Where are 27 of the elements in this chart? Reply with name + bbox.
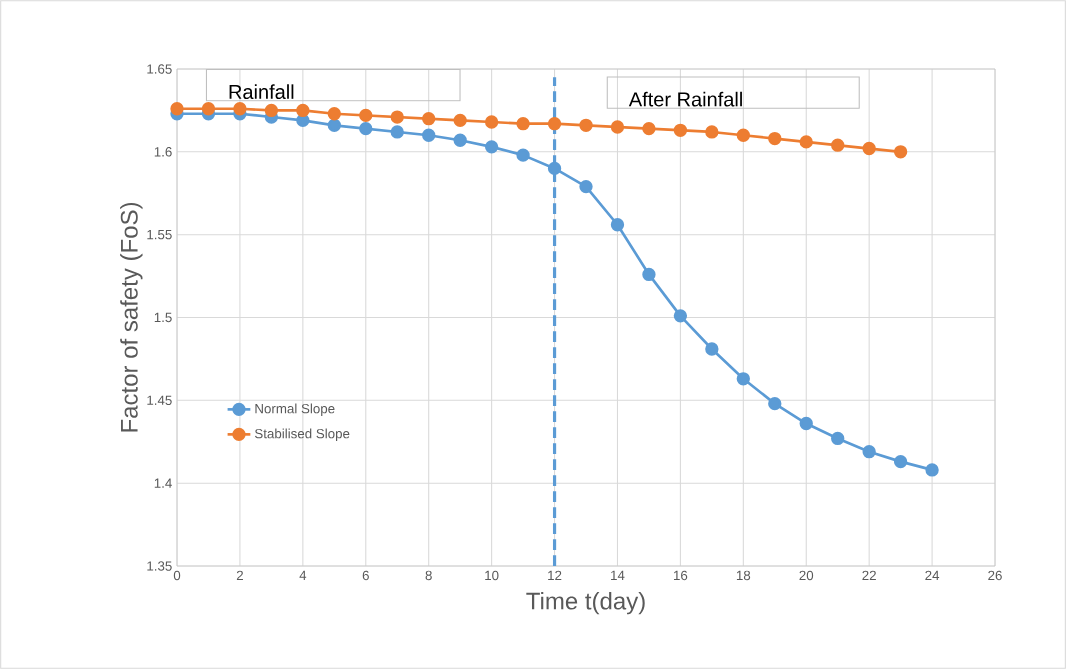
- annotation: After Rainfall: [628, 91, 742, 107]
- legend-label: Stabilised Slope: [254, 428, 350, 441]
- x-tick-label: 2: [236, 570, 243, 581]
- y-tick-label: 1.4: [154, 478, 172, 488]
- x-tick-label: 10: [485, 570, 499, 581]
- y-tick-label: 1.55: [147, 230, 172, 240]
- y-tick-label: 1.65: [147, 64, 172, 74]
- x-tick-label: 6: [362, 570, 369, 581]
- y-axis-title: Factor of safety (FoS): [120, 202, 143, 432]
- x-tick-label: 22: [862, 570, 876, 581]
- x-tick-label: 18: [736, 570, 751, 581]
- x-tick-label: 24: [925, 570, 940, 581]
- annotation: Rainfall: [229, 84, 294, 100]
- x-tick-label: 0: [173, 570, 181, 581]
- x-tick-label: 12: [548, 570, 562, 581]
- x-axis-title: Time t(day): [526, 591, 645, 615]
- y-tick-label: 1.45: [147, 395, 172, 405]
- x-tick-label: 26: [988, 570, 1002, 581]
- y-tick-label: 1.5: [154, 312, 172, 323]
- x-tick-label: 16: [674, 570, 688, 581]
- legend-label: Normal Slope: [255, 403, 335, 416]
- y-tick-label: 1.35: [147, 561, 172, 571]
- x-tick-label: 14: [611, 570, 625, 580]
- x-tick-label: 4: [299, 570, 307, 580]
- x-tick-label: 20: [799, 570, 814, 581]
- y-tick-label: 1.6: [154, 147, 172, 157]
- x-tick-label: 8: [425, 570, 432, 581]
